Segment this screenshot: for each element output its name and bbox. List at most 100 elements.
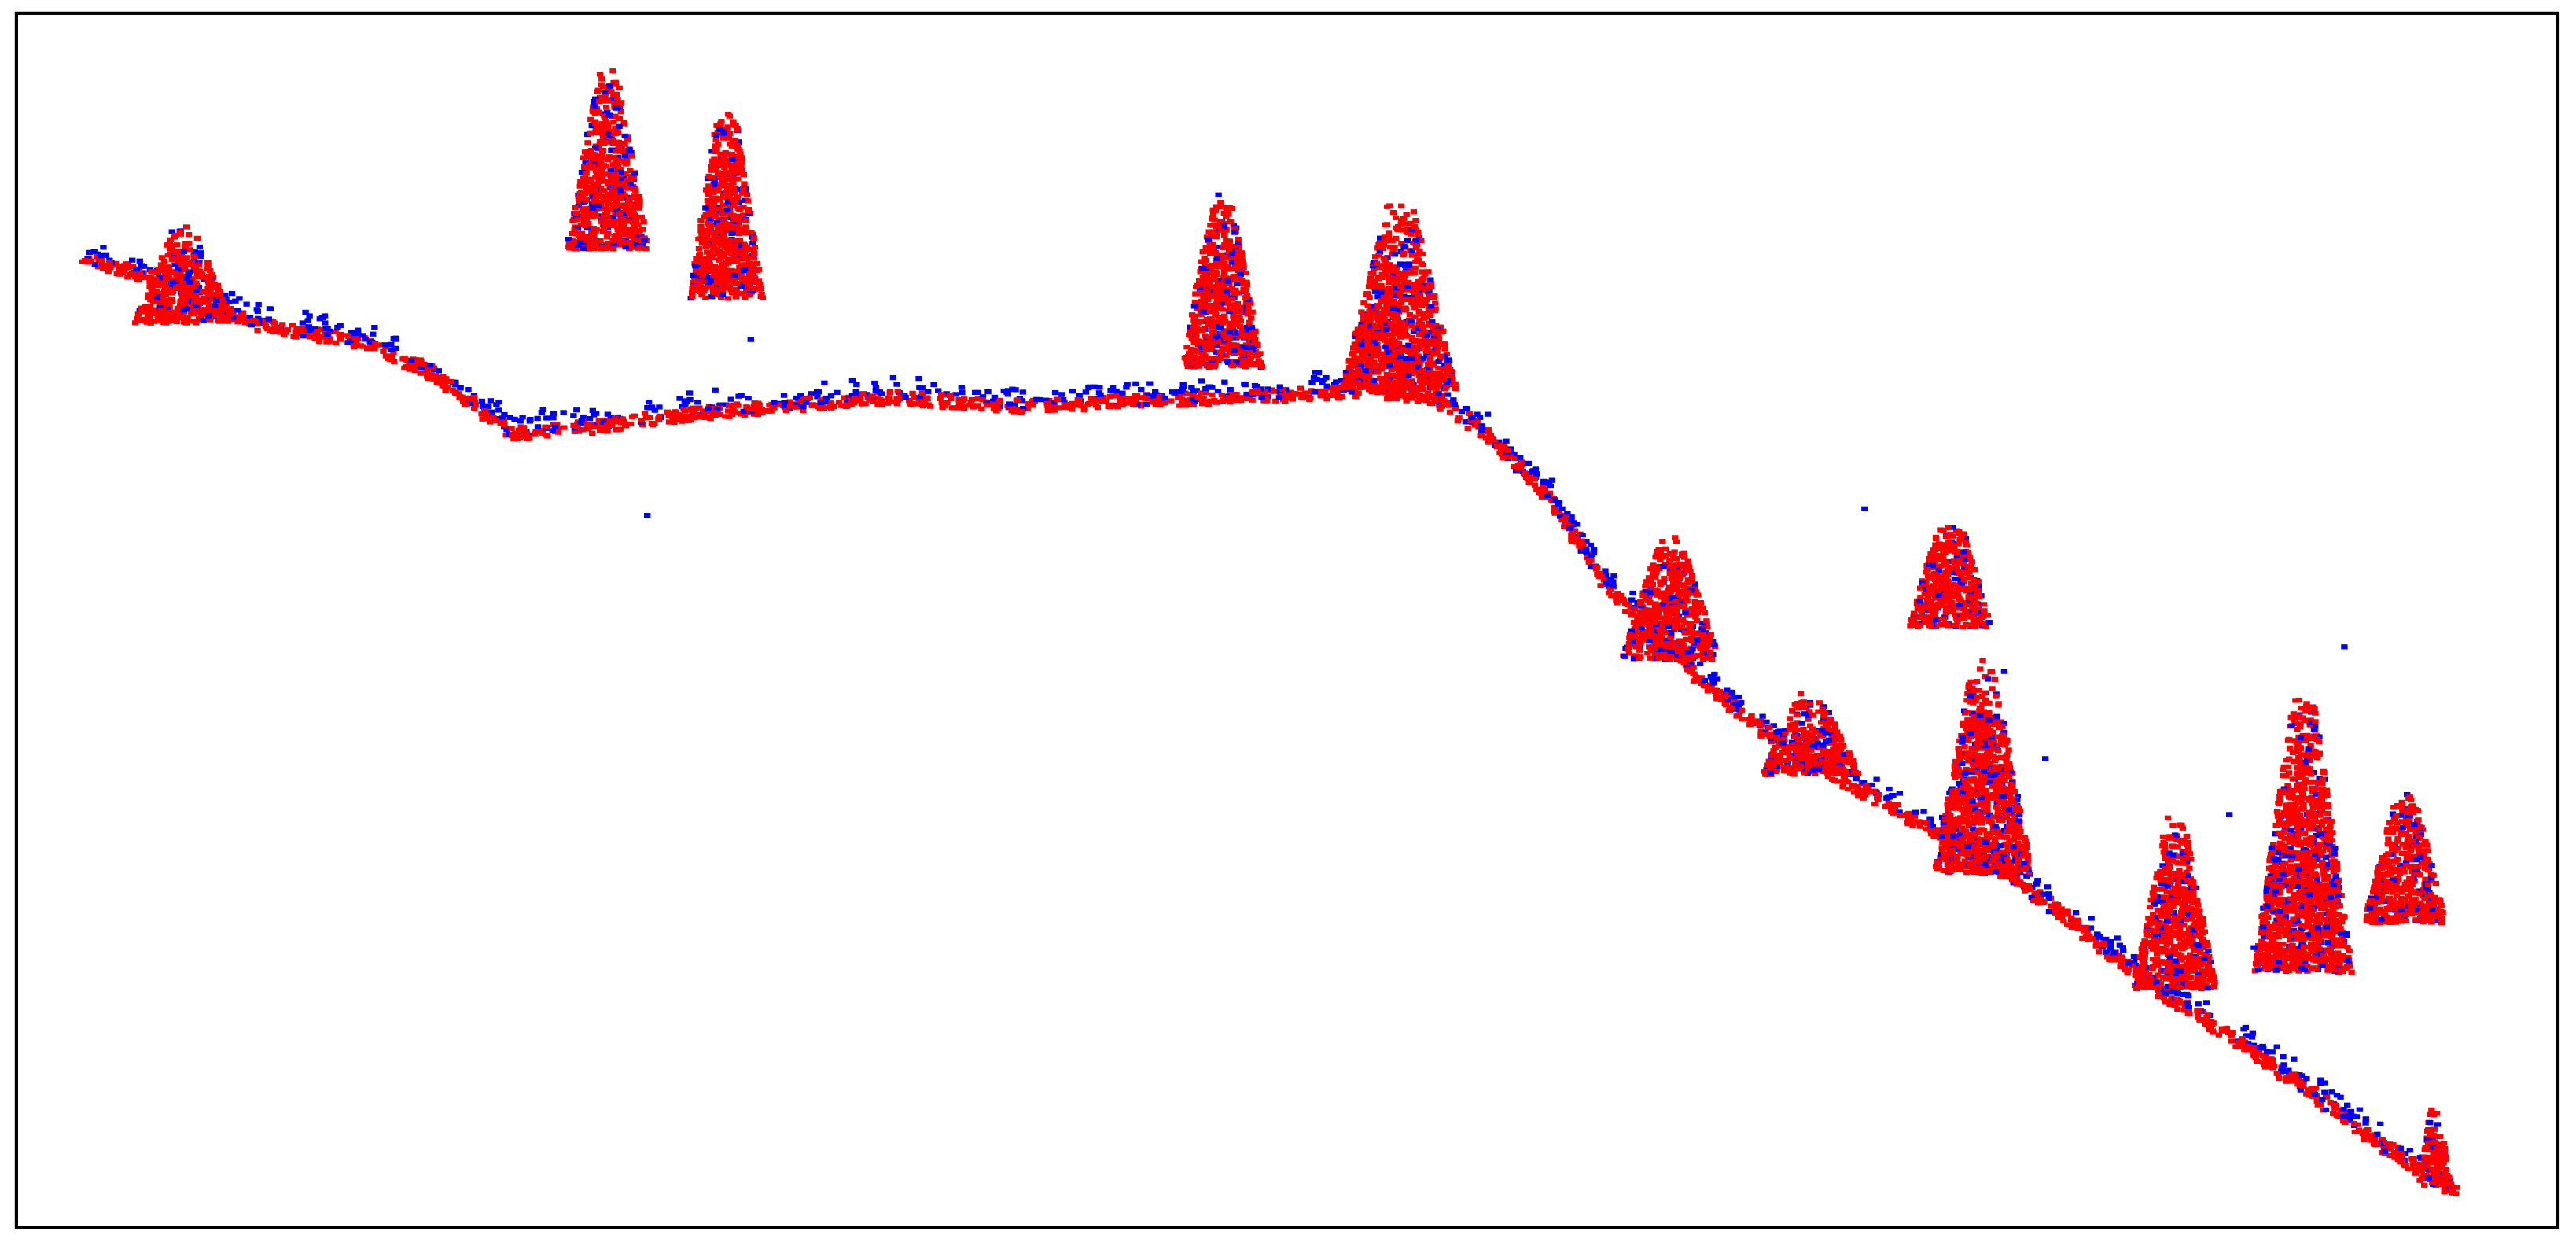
point <box>578 169 586 175</box>
point <box>1220 233 1228 238</box>
point <box>1874 795 1881 801</box>
point <box>1215 356 1222 362</box>
point <box>1735 694 1742 700</box>
point <box>722 190 730 195</box>
point <box>732 143 740 149</box>
point <box>391 359 398 364</box>
point <box>503 427 510 433</box>
point <box>2331 1104 2339 1109</box>
point <box>1246 319 1253 325</box>
point <box>304 318 311 323</box>
point <box>1132 381 1139 386</box>
point-cloud <box>79 68 2460 1196</box>
point <box>2107 946 2114 951</box>
point <box>2340 1114 2347 1119</box>
point <box>734 213 742 219</box>
point <box>717 182 724 188</box>
point <box>1179 382 1187 387</box>
point <box>390 349 397 356</box>
point <box>525 435 533 441</box>
point <box>1956 846 1963 853</box>
point <box>2162 999 2169 1005</box>
point <box>591 245 598 251</box>
point <box>218 304 225 310</box>
point <box>718 294 725 300</box>
point <box>726 194 733 199</box>
point <box>1198 401 1206 407</box>
point <box>1333 379 1340 385</box>
point <box>714 130 721 135</box>
point <box>136 271 143 277</box>
point <box>2398 1152 2405 1157</box>
point <box>2308 1086 2315 1091</box>
point <box>1426 400 1434 407</box>
point <box>886 389 894 394</box>
point <box>2033 881 2041 887</box>
point <box>244 319 251 324</box>
point <box>1577 543 1584 549</box>
point <box>719 289 727 295</box>
point <box>371 325 378 330</box>
point <box>624 205 631 211</box>
point <box>827 400 834 406</box>
point <box>1190 364 1198 370</box>
point <box>1871 801 1879 807</box>
point <box>672 415 680 421</box>
point <box>716 403 723 408</box>
point <box>695 245 703 252</box>
point <box>733 258 740 264</box>
point <box>1319 391 1327 397</box>
point <box>359 344 366 349</box>
point <box>2269 1049 2276 1055</box>
point <box>935 388 942 393</box>
point <box>2060 919 2067 924</box>
point <box>915 375 922 382</box>
point <box>1533 487 1540 492</box>
point <box>570 413 577 418</box>
point <box>979 397 986 403</box>
point <box>1095 390 1103 396</box>
point <box>2380 1143 2387 1148</box>
point <box>705 173 712 179</box>
point <box>580 155 587 160</box>
point <box>337 331 344 337</box>
point <box>2303 1076 2310 1082</box>
point <box>2441 1189 2448 1195</box>
point <box>2052 901 2059 907</box>
point <box>617 158 625 164</box>
point <box>840 403 847 409</box>
point <box>99 263 106 268</box>
point <box>1234 319 1241 324</box>
point <box>616 123 623 129</box>
point <box>610 131 618 136</box>
point <box>1352 393 1360 400</box>
point <box>2075 925 2082 931</box>
point <box>959 397 967 403</box>
point <box>555 425 562 431</box>
point <box>689 294 696 300</box>
point <box>1628 597 1636 603</box>
point <box>749 240 756 246</box>
point <box>560 410 567 415</box>
point <box>1161 395 1168 401</box>
point <box>2058 906 2065 912</box>
point <box>742 247 749 253</box>
point <box>1765 732 1772 737</box>
point <box>1757 728 1765 734</box>
point <box>1276 389 1283 395</box>
point <box>626 146 633 152</box>
point <box>930 382 937 388</box>
point <box>655 414 663 420</box>
point <box>2044 891 2052 897</box>
point <box>1186 350 1193 356</box>
point <box>142 275 149 281</box>
point <box>704 229 712 234</box>
point <box>889 374 897 381</box>
point <box>800 404 807 410</box>
point <box>609 238 616 243</box>
point <box>717 229 725 234</box>
point <box>874 401 881 407</box>
point <box>583 234 591 239</box>
point <box>817 400 824 405</box>
point <box>629 219 636 225</box>
